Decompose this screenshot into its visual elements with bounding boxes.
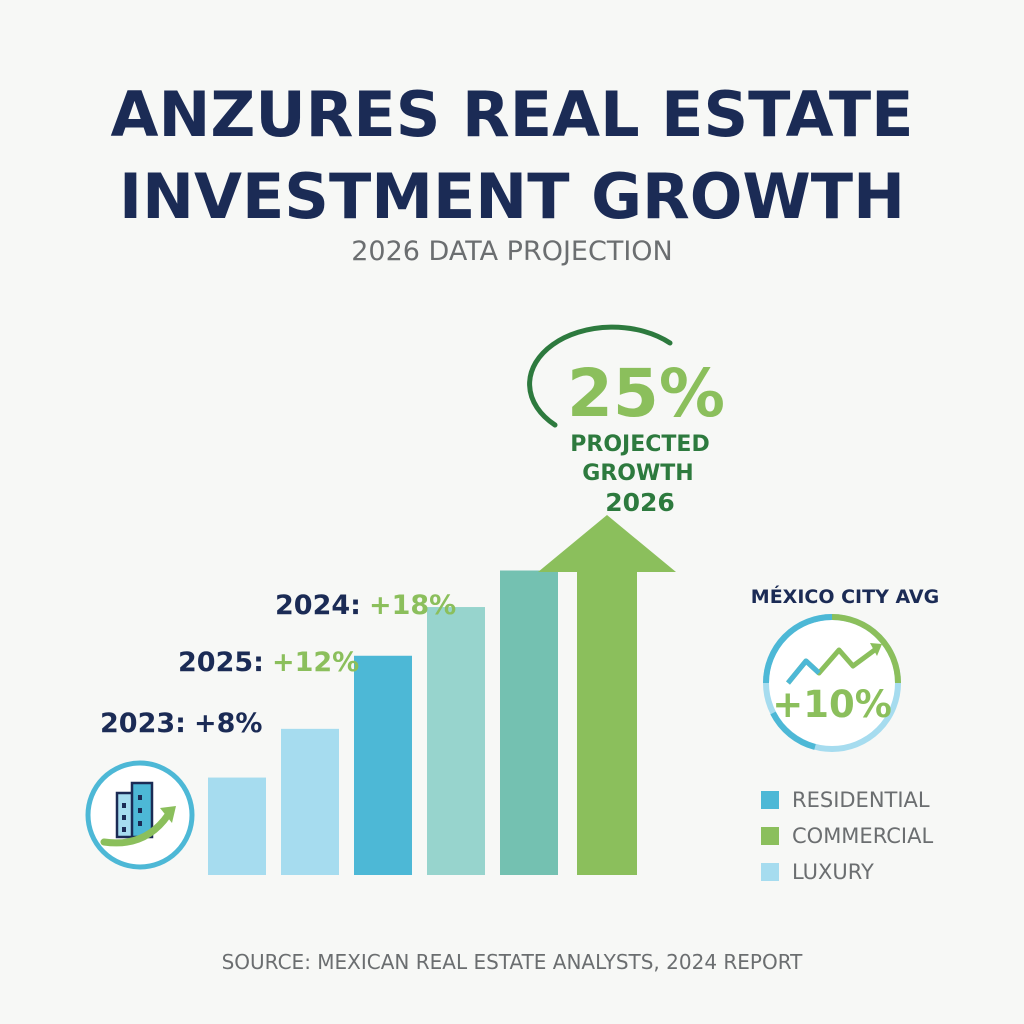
bar-1 [208, 777, 266, 875]
projection-arc [527, 324, 673, 428]
title-line-2: INVESTMENT GROWTH [119, 160, 905, 233]
projection-arrow [538, 515, 676, 875]
title-line-1: ANZURES REAL ESTATE [110, 78, 914, 151]
annotation-2023-year: 2023: [100, 708, 186, 739]
subtitle: 2026 DATA PROJECTION [351, 236, 673, 267]
trend-up-icon [786, 643, 882, 685]
annotation-2024-value: +18% [369, 590, 456, 621]
legend-item-commercial: COMMERCIAL [761, 818, 1001, 854]
legend-label-luxury: LUXURY [792, 860, 874, 884]
bar-3 [354, 655, 412, 875]
annotation-2023-value: +8% [194, 708, 262, 739]
annotation-2023: 2023: +8% [100, 708, 262, 739]
legend-item-luxury: LUXURY [761, 854, 1001, 890]
projection-value: 25% [567, 355, 725, 432]
bar-4 [427, 607, 485, 875]
legend-item-residential: RESIDENTIAL [761, 782, 1001, 818]
annotation-2025: 2025: +12% [178, 647, 359, 678]
projection-label-line-3: 2026 [605, 488, 675, 517]
annotation-2024: 2024: +18% [275, 590, 456, 621]
legend-swatch-commercial [761, 827, 779, 845]
legend-label-commercial: COMMERCIAL [792, 824, 934, 848]
legend-label-residential: RESIDENTIAL [792, 788, 930, 812]
mexico-avg-value: +10% [772, 683, 892, 726]
bar-5 [500, 570, 558, 875]
legend: RESIDENTIAL COMMERCIAL LUXURY [761, 782, 1001, 890]
annotation-2025-value: +12% [272, 647, 359, 678]
mexico-avg-ring [763, 614, 901, 752]
bar-2 [281, 728, 339, 875]
legend-swatch-luxury [761, 863, 779, 881]
annotation-2025-year: 2025: [178, 647, 264, 678]
projection-label-line-2: GROWTH [582, 461, 693, 486]
annotation-2024-year: 2024: [275, 590, 361, 621]
projection-label-line-1: PROJECTED [570, 432, 709, 457]
legend-swatch-residential [761, 791, 779, 809]
bars-group [208, 570, 558, 875]
mexico-avg-label: MÉXICO CITY AVG [751, 585, 939, 608]
building-growth-icon [85, 760, 195, 870]
source-note: SOURCE: MEXICAN REAL ESTATE ANALYSTS, 20… [221, 950, 803, 974]
